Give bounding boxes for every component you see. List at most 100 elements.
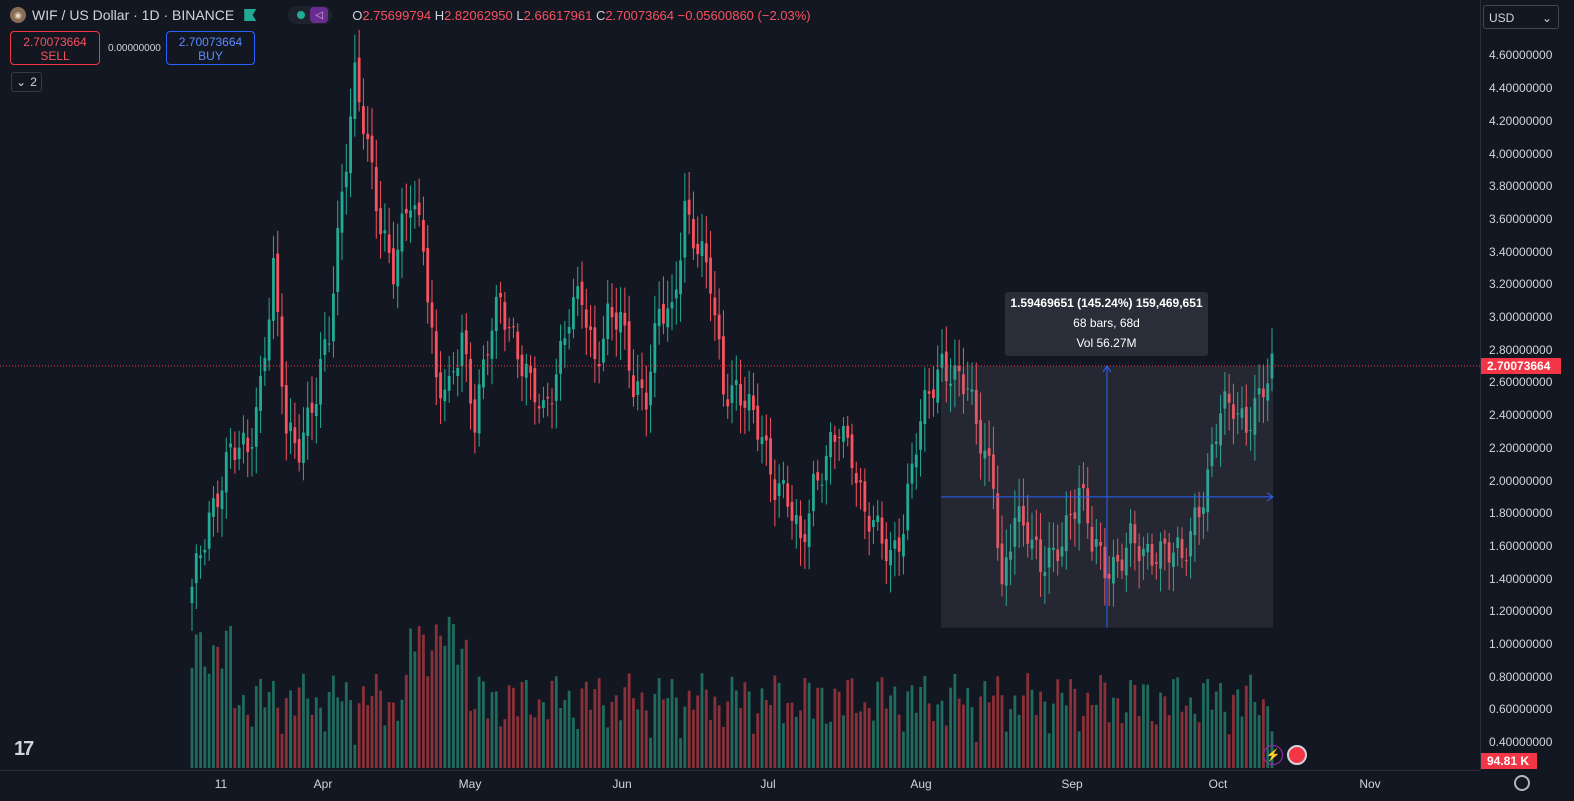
candle <box>807 499 811 570</box>
volume-bar <box>782 723 785 768</box>
candle <box>400 187 404 279</box>
candle <box>940 329 944 382</box>
symbol-title[interactable]: WIF / US Dollar · 1D · BINANCE <box>32 7 235 23</box>
volume-bar <box>507 685 511 768</box>
volume-bar <box>1253 702 1257 768</box>
volume-bar <box>1129 680 1132 768</box>
volume-bar <box>1193 713 1197 768</box>
volume-bar <box>250 726 254 768</box>
sell-button[interactable]: 2.70073664 SELL <box>10 31 100 65</box>
candle <box>250 428 254 477</box>
volume-bar <box>1189 697 1192 768</box>
candle <box>542 386 545 418</box>
volume-bar <box>550 680 554 768</box>
volume-bar <box>353 744 357 768</box>
collapse-indicators-button[interactable]: ⌄ 2 <box>11 72 42 92</box>
volume-bar <box>696 695 700 768</box>
volume-bar <box>940 700 944 768</box>
candle <box>319 332 322 428</box>
candle <box>533 356 537 425</box>
volume-bar <box>580 688 584 768</box>
volume-bar <box>314 697 318 768</box>
share-icon[interactable]: ◁ <box>310 7 329 23</box>
volume-bar <box>623 687 627 768</box>
volume-bar <box>400 699 404 768</box>
volume-bar <box>297 687 301 768</box>
measure-tool <box>941 365 1274 628</box>
volume-bar <box>1099 675 1102 768</box>
candle <box>709 230 712 322</box>
volume-bar <box>284 698 288 768</box>
candle <box>1193 493 1197 562</box>
candle <box>1116 538 1120 578</box>
candle <box>653 295 657 398</box>
candle <box>696 216 700 268</box>
flag-icon[interactable] <box>244 9 257 21</box>
volume-bar <box>760 688 764 768</box>
candle <box>1103 528 1107 606</box>
candle <box>914 433 918 490</box>
candle <box>687 172 691 235</box>
lightning-icon[interactable]: ⚡ <box>1263 745 1283 765</box>
candle <box>203 539 207 566</box>
volume-bar <box>1219 682 1222 768</box>
candle <box>623 287 627 350</box>
currency-select[interactable]: USD ⌄ <box>1483 5 1559 29</box>
volume-bar <box>747 691 751 768</box>
candle <box>310 376 314 441</box>
volume-bar <box>752 733 755 768</box>
price-tick-label: 3.00000000 <box>1489 310 1553 324</box>
price-axis[interactable]: 4.60000000 4.40000000 4.20000000 4.00000000… <box>1480 0 1574 770</box>
candle <box>276 230 280 337</box>
volume-bar <box>1112 697 1115 768</box>
candle <box>782 461 785 499</box>
price-tick-label: 1.20000000 <box>1489 604 1553 619</box>
volume-bar <box>773 675 777 768</box>
candle <box>1223 372 1227 435</box>
time-tick-label: May <box>458 777 482 791</box>
volume-bar <box>396 720 400 768</box>
volume-bar <box>1056 679 1060 768</box>
volume-bar <box>520 681 524 768</box>
candle <box>1257 364 1261 423</box>
time-axis[interactable]: 11 Apr May Jun Jul Aug Sep Oct Nov <box>0 770 1480 801</box>
candle <box>1214 423 1218 458</box>
volume-bar <box>434 624 438 768</box>
volume-bar <box>332 675 335 768</box>
status-pill[interactable]: ◁ <box>288 6 333 24</box>
candle <box>323 312 327 372</box>
gear-icon[interactable] <box>1514 775 1530 791</box>
candle <box>1026 494 1030 558</box>
volume-bar <box>194 634 198 768</box>
buy-button[interactable]: 2.70073664 BUY <box>166 31 255 65</box>
volume-bar <box>1184 705 1188 768</box>
measure-tooltip: 1.59469651 (145.24%) 159,469,651 68 bars… <box>1005 292 1208 356</box>
us-flag-icon[interactable] <box>1287 745 1307 765</box>
price-tick-label: 4.20000000 <box>1489 113 1553 128</box>
volume-bar <box>546 719 550 768</box>
tradingview-logo[interactable]: 17 <box>14 738 34 760</box>
candle <box>1266 358 1270 422</box>
volume-bar <box>387 701 391 768</box>
candle <box>1047 521 1051 595</box>
candle <box>229 428 232 469</box>
candle <box>1189 517 1192 579</box>
candle <box>597 341 601 384</box>
price-chart[interactable] <box>0 0 1480 770</box>
volume-bar <box>957 698 961 768</box>
volume-bar <box>649 737 652 768</box>
candle <box>674 261 678 325</box>
candle <box>1082 462 1085 511</box>
price-tick-label: 3.20000000 <box>1489 277 1553 292</box>
volume-bar <box>370 696 374 768</box>
candle <box>1129 509 1132 567</box>
volume-bar <box>1043 701 1047 768</box>
candle <box>1064 491 1068 570</box>
candle <box>679 232 682 322</box>
volume-bar <box>846 680 850 768</box>
volume-bar <box>430 650 434 768</box>
volume-bar <box>610 701 614 768</box>
candle <box>632 349 635 407</box>
candle <box>417 178 421 227</box>
candle <box>1004 529 1008 606</box>
